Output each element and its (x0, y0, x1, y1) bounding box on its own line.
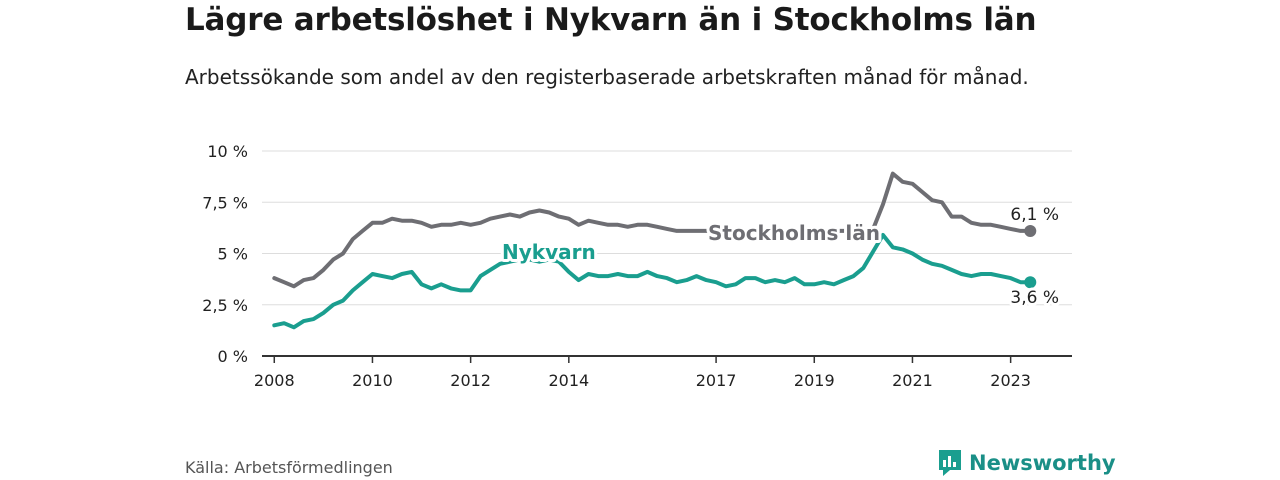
chart-title: Lägre arbetslöshet i Nykvarn än i Stockh… (185, 2, 1037, 38)
chart-subtitle: Arbetssökande som andel av den registerb… (185, 65, 1029, 89)
y-tick-label: 10 % (207, 142, 248, 161)
series-label-stockholm: Stockholms län (708, 221, 880, 245)
y-tick-label: 5 % (218, 245, 248, 264)
x-tick-label: 2012 (450, 371, 491, 390)
series-label-nykvarn: Nykvarn (502, 240, 596, 264)
end-value-label-nykvarn: 3,6 % (1010, 288, 1059, 308)
source-note: Källa: Arbetsförmedlingen (185, 458, 393, 477)
series-end-point (1024, 224, 1037, 237)
end-value-label-stockholm: 6,1 % (1010, 205, 1059, 225)
x-tick-label: 2021 (892, 371, 933, 390)
x-tick-label: 2008 (254, 371, 295, 390)
x-tick-label: 2010 (352, 371, 393, 390)
y-tick-label: 7,5 % (202, 193, 248, 212)
x-tick-label: 2019 (794, 371, 835, 390)
logo-text: Newsworthy (969, 451, 1116, 475)
series-end-point (1024, 276, 1037, 289)
x-tick-label: 2023 (990, 371, 1031, 390)
x-tick-label: 2017 (696, 371, 737, 390)
newsworthy-logo: Newsworthy (937, 448, 1116, 478)
y-tick-label: 2,5 % (202, 296, 248, 315)
series-line-nykvarn (272, 233, 1033, 330)
y-tick-label: 0 % (218, 347, 248, 366)
newsworthy-logo-icon (939, 450, 961, 476)
x-tick-label: 2014 (548, 371, 589, 390)
series-line-stockholm (272, 171, 1033, 289)
line-chart: 0 % 2,5 % 5 % 7,5 % 10 % 2008 2010 2012 2014 2017… (202, 142, 1072, 390)
